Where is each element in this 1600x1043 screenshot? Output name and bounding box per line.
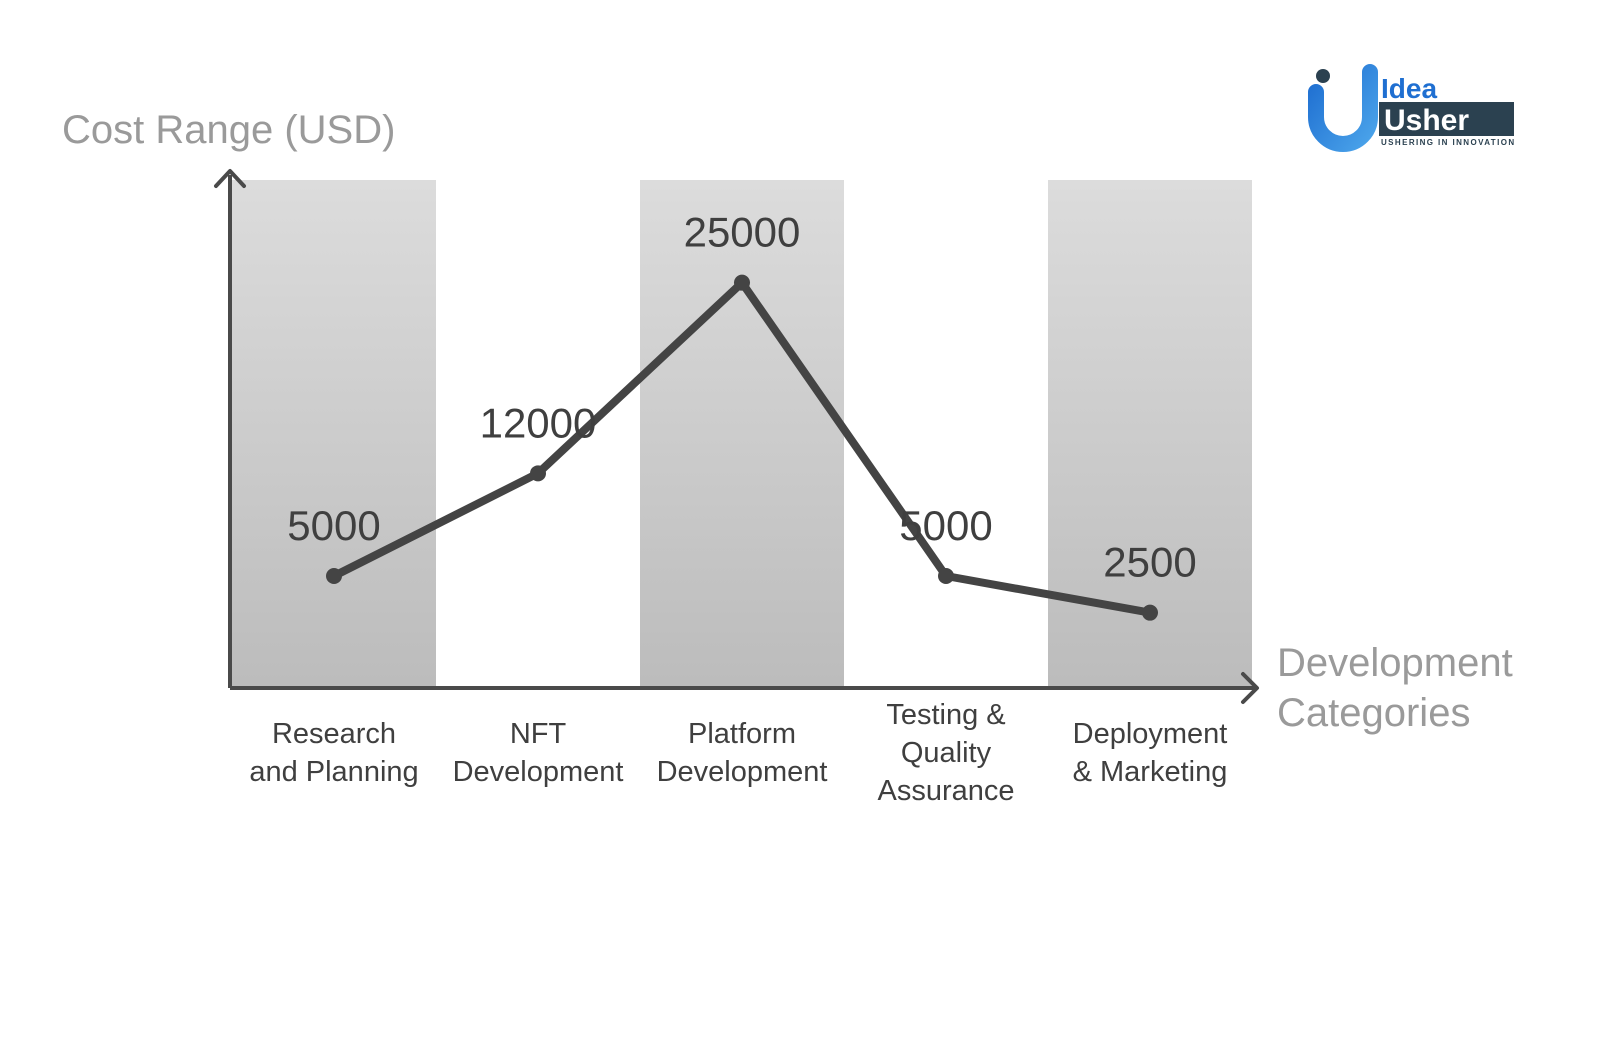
- x-axis-title-line-1: Development: [1277, 641, 1513, 685]
- category-label-line: & Marketing: [1073, 756, 1228, 788]
- category-label-line: and Planning: [249, 756, 418, 788]
- category-label: Testing & Quality Assurance: [877, 699, 1014, 807]
- data-point: [938, 568, 954, 584]
- data-label: 25000: [684, 209, 801, 256]
- logo-dot: [1316, 69, 1330, 83]
- y-axis-title: Cost Range (USD): [62, 108, 395, 152]
- category-label-line: Development: [657, 756, 828, 788]
- category-label: NFT Development: [453, 718, 624, 788]
- category-label-line: NFT: [510, 718, 567, 750]
- data-label: 5000: [287, 502, 380, 549]
- x-axis-arrowhead: [1241, 672, 1259, 704]
- logo-u-mark: [1308, 64, 1378, 152]
- logo-word-idea: Idea: [1381, 73, 1437, 104]
- category-band: [640, 180, 844, 686]
- data-label: 12000: [480, 399, 597, 446]
- category-label: Research and Planning: [249, 718, 418, 788]
- logo-word-usher: Usher: [1384, 104, 1469, 137]
- category-label-line: Deployment: [1073, 718, 1228, 750]
- category-label-line: Research: [272, 718, 396, 750]
- category-label-line: Assurance: [877, 775, 1014, 807]
- data-label: 5000: [899, 502, 992, 549]
- idea-usher-logo: Idea Usher USHERING IN INNOVATION: [1308, 64, 1516, 152]
- category-label: Platform Development: [657, 718, 828, 788]
- data-point: [1142, 604, 1158, 621]
- cost-series: [326, 274, 1158, 621]
- data-labels: 5000 12000 25000 5000 2500: [287, 209, 1196, 586]
- category-label-line: Quality: [901, 737, 992, 769]
- data-point: [326, 568, 342, 584]
- data-point: [734, 274, 750, 291]
- category-label-line: Development: [453, 756, 624, 788]
- logo-tagline: USHERING IN INNOVATION: [1381, 138, 1516, 147]
- category-band: [232, 180, 436, 686]
- y-axis-arrowhead: [214, 169, 246, 188]
- category-label: Deployment & Marketing: [1073, 718, 1228, 788]
- logo-usher-box: [1379, 102, 1514, 136]
- category-label-line: Testing &: [886, 699, 1005, 731]
- data-point: [530, 465, 546, 482]
- category-bands: [232, 180, 1252, 686]
- data-label: 2500: [1103, 539, 1196, 586]
- x-axis-title-line-2: Categories: [1277, 691, 1470, 735]
- axes: [214, 169, 1259, 704]
- category-label-line: Platform: [688, 718, 796, 750]
